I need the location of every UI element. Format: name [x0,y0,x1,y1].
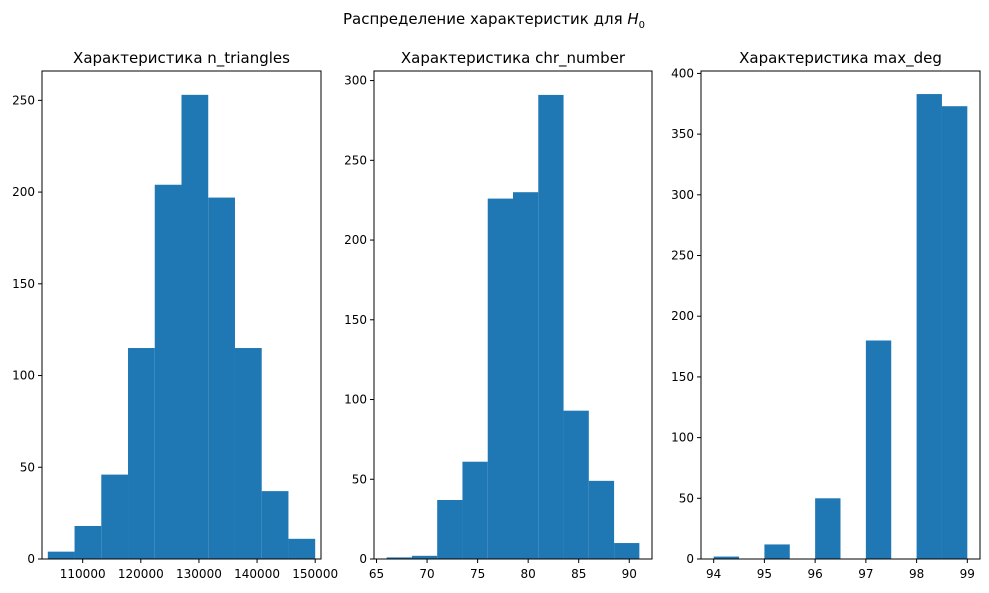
histogram-bar [588,480,615,559]
histogram-bar [764,544,790,559]
y-tick-label: 50 [20,460,35,474]
histogram-bar [208,197,235,559]
histogram-bar [411,555,438,559]
x-tick-label: 96 [807,567,822,581]
y-tick-label: 250 [12,93,35,107]
histogram-bar [462,461,488,559]
x-tick-label: 80 [521,567,536,581]
histogram-bar [513,192,539,559]
y-tick-label: 0 [686,552,694,566]
axes-frame [373,70,653,560]
y-tick-label: 200 [671,309,694,323]
subplot-title-max-deg: Характеристика max_deg [739,49,942,68]
histogram-bar [288,538,316,559]
histogram-bar [815,498,841,559]
x-tick-label: 95 [757,567,772,581]
histogram-n-triangles: 110000 120000 130000 140000 150000 0 50 100 150 2… [12,49,338,581]
histogram-bar [437,499,463,559]
x-tick-label: 99 [960,567,975,581]
histogram-bar [181,94,209,560]
y-tick-label: 200 [344,233,367,247]
x-tick-label: 65 [369,567,384,581]
y-tick-label: 200 [12,185,35,199]
y-tick-label: 150 [671,370,694,384]
histogram-bar [563,410,589,559]
x-tick-label: 130000 [176,567,222,581]
suptitle-subscript: 0 [639,20,645,31]
figure-suptitle: Распределение характеристик для H0 [343,10,645,31]
y-tick-label: 250 [344,153,367,167]
x-tick-label: 140000 [234,567,280,581]
y-tick-label: 100 [344,393,367,407]
y-tick-label: 300 [671,188,694,202]
y-tick-label: 0 [359,552,367,566]
y-tick-label: 300 [344,74,367,88]
x-tick-label: 85 [571,567,586,581]
histogram-bar [614,543,640,559]
histogram-bar [713,556,740,559]
x-tick-label: 75 [470,567,485,581]
x-tick-label: 94 [706,567,721,581]
histogram-bar [261,491,289,559]
histogram-bar [916,94,942,560]
histogram-bar [47,551,75,559]
histogram-chr-number: 65 70 75 80 85 90 0 50 100 150 200 250 300 Характерис… [344,49,653,581]
x-tick-label: 110000 [60,567,106,581]
histogram-bar [487,198,513,559]
x-tick-label: 150000 [292,567,338,581]
histogram-bar [128,348,155,559]
axes-frame [41,70,322,560]
x-tick-label: 120000 [118,567,164,581]
subplot-title-chr-number: Характеристика chr_number [401,49,626,68]
histogram-bar [386,557,412,559]
histogram-bar [74,525,102,559]
histogram-bar [941,106,968,559]
suptitle-prefix: Распределение характеристик для [343,10,627,28]
x-tick-label: 98 [909,567,924,581]
y-tick-label: 50 [352,472,367,486]
y-tick-label: 400 [671,66,694,80]
histogram-bar [538,94,564,559]
x-tick-label: 90 [622,567,637,581]
subplot-title-n-triangles: Характеристика n_triangles [73,49,290,68]
histogram-bar [865,340,892,559]
y-tick-label: 150 [12,277,35,291]
x-tick-label: 70 [419,567,434,581]
histogram-bar [101,474,129,559]
y-tick-label: 100 [671,431,694,445]
histogram-bar [234,348,262,559]
x-tick-label: 97 [858,567,873,581]
histogram-max-deg: 94 95 96 97 98 99 0 50 100 150 200 250 300 350 400 Хара… [671,49,981,581]
suptitle-symbol: H [627,10,638,28]
axes-frame [700,70,981,560]
y-tick-label: 350 [671,127,694,141]
y-tick-label: 150 [344,313,367,327]
y-tick-label: 100 [12,369,35,383]
y-tick-label: 0 [27,552,35,566]
y-tick-label: 250 [671,249,694,263]
histogram-bar [154,184,182,559]
y-tick-label: 50 [679,491,694,505]
